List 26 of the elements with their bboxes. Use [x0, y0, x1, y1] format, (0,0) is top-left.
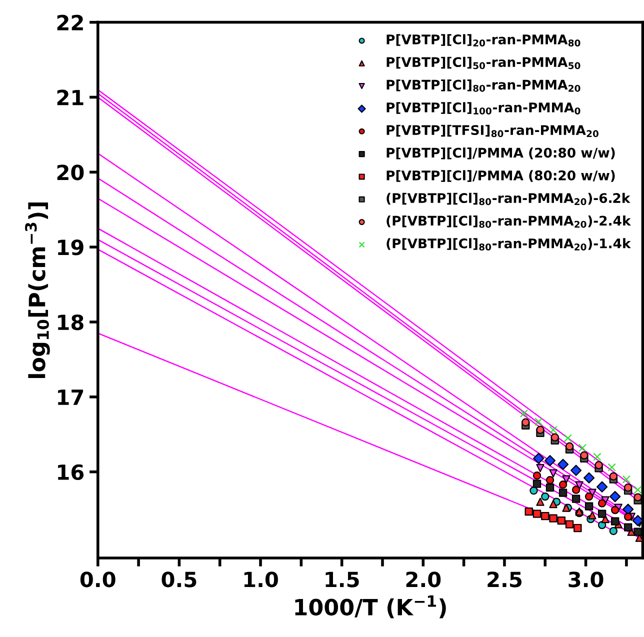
y-tick-label: 22 — [57, 14, 83, 30]
legend-label: (P[VBTP][Cl]$_{80}$-ran-PMMA$_{20}$)-2.4k — [386, 215, 632, 228]
legend-label: P[VBTP][Cl]$_{100}$-ran-PMMA$_{0}$ — [386, 102, 580, 114]
legend-label: P[VBTP][TFSI]$_{80}$-ran-PMMA$_{20}$ — [386, 124, 598, 138]
y-tick-label: 20 — [57, 164, 84, 180]
y-axis-title: log$_{10}$[P(cm$^{−3}$)] — [25, 202, 50, 378]
legend-label: P[VBTP][Cl]$_{80}$-ran-PMMA$_{20}$ — [386, 80, 580, 92]
legend-label: (P[VBTP][Cl]$_{80}$-ran-PMMA$_{20}$)-1.4k — [386, 238, 632, 250]
legend-label: (P[VBTP][Cl]$_{80}$-ran-PMMA$_{20}$)-6.2k — [386, 192, 630, 206]
x-tick-label: 2.5 — [488, 572, 522, 588]
x-tick-label: 0.5 — [162, 572, 196, 588]
x-tick-label: 2.0 — [406, 572, 441, 588]
y-tick-label: 16 — [58, 464, 84, 480]
x-tick-label: 1.5 — [326, 572, 359, 588]
legend-label: P[VBTP][Cl]$_{20}$-ran-PMMA$_{80}$ — [386, 34, 580, 46]
y-tick-label: 19 — [58, 240, 84, 256]
x-tick-label: 1.0 — [244, 572, 278, 588]
y-tick-label: 18 — [58, 314, 84, 330]
x-axis-title: 1000/T (K$^{−1}$) — [295, 595, 446, 618]
y-tick-label: 21 — [57, 90, 84, 106]
x-tick-label: 3.0 — [568, 572, 604, 588]
x-tick-label: 0.0 — [80, 572, 116, 588]
y-tick-label: 17 — [58, 390, 84, 405]
legend-label: P[VBTP][Cl]$_{50}$-ran-PMMA$_{50}$ — [386, 56, 580, 70]
legend-label: P[VBTP][Cl]/PMMA (80:20 w/w) — [386, 170, 615, 182]
legend-label: P[VBTP][Cl]/PMMA (20:80 w/w) — [386, 148, 615, 160]
